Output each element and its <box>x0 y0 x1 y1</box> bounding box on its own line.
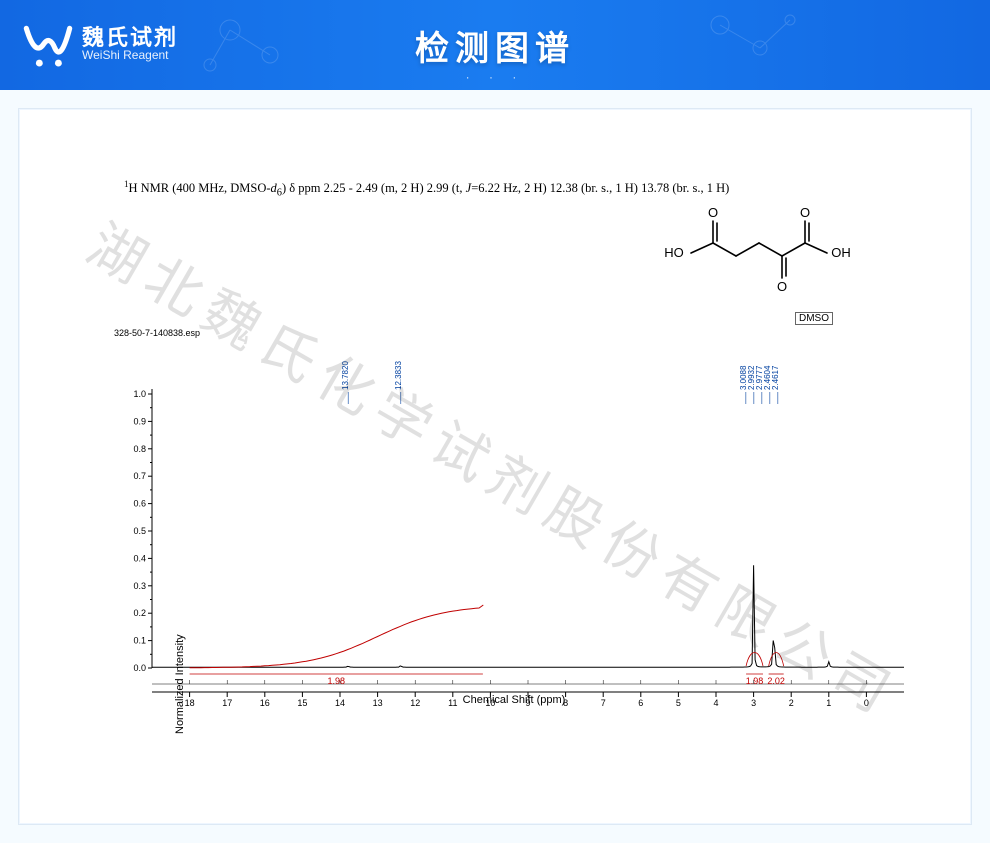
svg-text:14: 14 <box>335 698 345 708</box>
svg-text:18: 18 <box>185 698 195 708</box>
nmr-plot: 328-50-7-140838.esp 0.00.10.20.30.40.50.… <box>114 334 914 714</box>
svg-text:2.02: 2.02 <box>767 676 785 686</box>
brand-name-cn: 魏氏试剂 <box>82 26 178 49</box>
svg-text:0.8: 0.8 <box>133 444 146 454</box>
svg-text:HO: HO <box>664 245 684 260</box>
svg-text:0.5: 0.5 <box>133 526 146 536</box>
svg-text:0.1: 0.1 <box>133 636 146 646</box>
svg-text:0.7: 0.7 <box>133 471 146 481</box>
page-body: 湖北魏氏化学试剂股份有限公司 1H NMR (400 MHz, DMSO-d6)… <box>0 90 990 843</box>
svg-text:4: 4 <box>713 698 718 708</box>
svg-text:1.0: 1.0 <box>133 389 146 399</box>
svg-text:17: 17 <box>222 698 232 708</box>
svg-text:0.2: 0.2 <box>133 608 146 618</box>
svg-text:12: 12 <box>410 698 420 708</box>
brand-logo-text: 魏氏试剂 WeiShi Reagent <box>82 26 178 62</box>
spectrum-file-label: 328-50-7-140838.esp <box>114 328 200 338</box>
svg-text:0.9: 0.9 <box>133 416 146 426</box>
svg-text:1.98: 1.98 <box>746 676 764 686</box>
svg-text:O: O <box>800 205 810 220</box>
brand-name-en: WeiShi Reagent <box>82 49 178 62</box>
svg-text:12.3833: 12.3833 <box>394 361 403 390</box>
svg-text:0.4: 0.4 <box>133 553 146 563</box>
spectrum-card: 湖北魏氏化学试剂股份有限公司 1H NMR (400 MHz, DMSO-d6)… <box>18 108 972 825</box>
svg-text:0.3: 0.3 <box>133 581 146 591</box>
page-header: 魏氏试剂 WeiShi Reagent 检测图谱 · · · <box>0 0 990 90</box>
nmr-summary-text: 1H NMR (400 MHz, DMSO-d6) δ ppm 2.25 - 2… <box>124 179 729 199</box>
brand-logo-group: 魏氏试剂 WeiShi Reagent <box>22 18 178 70</box>
brand-logo-icon <box>22 18 74 70</box>
svg-text:2: 2 <box>789 698 794 708</box>
header-dots: · · · <box>466 70 525 84</box>
svg-text:16: 16 <box>260 698 270 708</box>
svg-text:3: 3 <box>751 698 756 708</box>
svg-text:0.0: 0.0 <box>133 663 146 673</box>
svg-text:2.4617: 2.4617 <box>771 365 780 390</box>
dmso-solvent-label: DMSO <box>795 312 833 325</box>
svg-text:1: 1 <box>826 698 831 708</box>
svg-text:13: 13 <box>373 698 383 708</box>
svg-text:15: 15 <box>297 698 307 708</box>
svg-text:13.7820: 13.7820 <box>341 361 350 390</box>
nmr-plot-svg: 0.00.10.20.30.40.50.60.70.80.91.00123456… <box>114 334 914 714</box>
svg-text:7: 7 <box>601 698 606 708</box>
svg-text:OH: OH <box>831 245 851 260</box>
svg-text:11: 11 <box>448 698 457 708</box>
svg-text:0: 0 <box>864 698 869 708</box>
y-axis-label: Normalized Intensity <box>174 634 186 734</box>
svg-text:5: 5 <box>676 698 681 708</box>
molecule-structure: O O O HO OH <box>641 199 871 309</box>
svg-text:1.98: 1.98 <box>327 676 345 686</box>
svg-text:2.9777: 2.9777 <box>755 365 764 390</box>
svg-text:O: O <box>777 279 787 294</box>
svg-text:6: 6 <box>638 698 643 708</box>
svg-text:O: O <box>708 205 718 220</box>
x-axis-label: Chemical Shift (ppm) <box>463 694 566 706</box>
svg-text:0.6: 0.6 <box>133 499 146 509</box>
